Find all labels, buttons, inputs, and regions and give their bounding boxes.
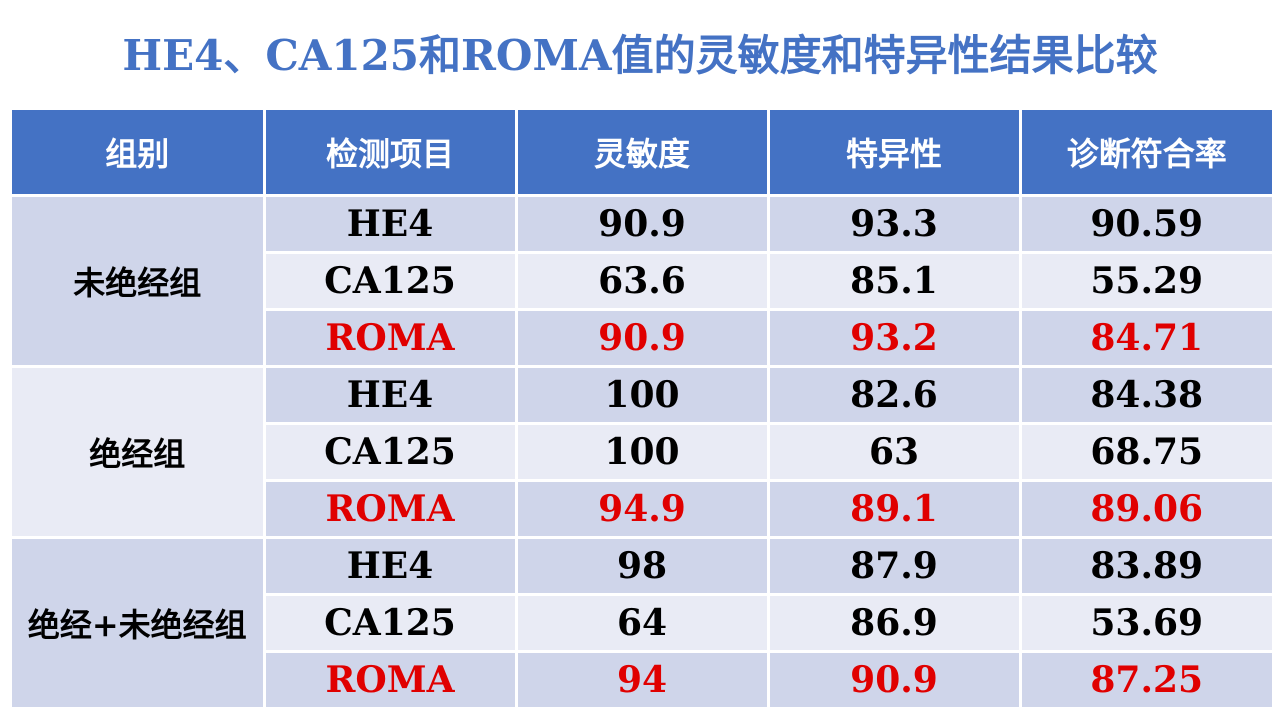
sensitivity-cell: 100 xyxy=(514,422,770,482)
group-cell: 未绝经组 xyxy=(12,194,266,368)
item-cell: ROMA xyxy=(264,479,518,539)
accuracy-cell: 87.25 xyxy=(1018,650,1272,710)
specificity-cell: 90.9 xyxy=(766,650,1022,710)
item-cell: HE4 xyxy=(262,194,518,254)
accuracy-cell: 84.71 xyxy=(1018,308,1272,368)
table-row: CA125 63.6 85.1 55.29 xyxy=(12,251,1272,311)
specificity-cell: 82.6 xyxy=(766,365,1022,425)
accuracy-cell: 89.06 xyxy=(1018,479,1272,539)
specificity-cell: 86.9 xyxy=(766,593,1022,653)
specificity-cell: 85.1 xyxy=(766,251,1022,311)
specificity-cell: 93.2 xyxy=(766,308,1022,368)
table-row: CA125 64 86.9 53.69 xyxy=(12,593,1272,653)
sensitivity-cell: 98 xyxy=(514,536,770,596)
group-cell: 绝经+未绝经组 xyxy=(12,536,266,710)
item-cell: CA125 xyxy=(264,593,518,653)
sensitivity-cell: 100 xyxy=(514,365,770,425)
table-row: CA125 100 63 68.75 xyxy=(12,422,1272,482)
sensitivity-cell: 90.9 xyxy=(514,194,770,254)
item-cell: HE4 xyxy=(262,365,518,425)
item-cell: ROMA xyxy=(264,308,518,368)
header-accuracy: 诊断符合率 xyxy=(1018,110,1272,197)
sensitivity-cell: 94 xyxy=(514,650,770,710)
group-cell: 绝经组 xyxy=(12,365,266,539)
sensitivity-cell: 90.9 xyxy=(514,308,770,368)
table-row: 未绝经组 HE4 90.9 93.3 90.59 xyxy=(12,194,1272,368)
table-row: 绝经组 HE4 100 82.6 84.38 xyxy=(12,365,1272,539)
header-specificity: 特异性 xyxy=(766,110,1022,197)
specificity-cell: 87.9 xyxy=(766,536,1022,596)
sensitivity-cell: 64 xyxy=(514,593,770,653)
item-cell: CA125 xyxy=(264,422,518,482)
item-cell: CA125 xyxy=(264,251,518,311)
accuracy-cell: 53.69 xyxy=(1018,593,1272,653)
table-row: 绝经+未绝经组 HE4 98 87.9 83.89 xyxy=(12,536,1272,710)
accuracy-cell: 90.59 xyxy=(1018,194,1272,254)
item-cell: ROMA xyxy=(264,650,518,710)
table-row: ROMA 94 90.9 87.25 xyxy=(12,650,1272,710)
accuracy-cell: 55.29 xyxy=(1018,251,1272,311)
sensitivity-cell: 94.9 xyxy=(514,479,770,539)
sensitivity-cell: 63.6 xyxy=(514,251,770,311)
accuracy-cell: 83.89 xyxy=(1018,536,1272,596)
accuracy-cell: 84.38 xyxy=(1018,365,1272,425)
accuracy-cell: 68.75 xyxy=(1018,422,1272,482)
specificity-cell: 89.1 xyxy=(766,479,1022,539)
specificity-cell: 63 xyxy=(766,422,1022,482)
header-sensitivity: 灵敏度 xyxy=(514,110,770,197)
header-group: 组别 xyxy=(12,110,266,197)
slide-title: HE4、CA125和ROMA值的灵敏度和特异性结果比较 xyxy=(122,31,1158,80)
item-cell: HE4 xyxy=(262,536,518,596)
table-header-row: 组别 检测项目 灵敏度 特异性 诊断符合率 xyxy=(12,110,1272,197)
header-item: 检测项目 xyxy=(262,110,518,197)
comparison-table: 组别 检测项目 灵敏度 特异性 诊断符合率 未绝经组 HE4 90.9 93.3 90.… xyxy=(12,110,1272,710)
table-row: ROMA 90.9 93.2 84.71 xyxy=(12,308,1272,368)
specificity-cell: 93.3 xyxy=(766,194,1022,254)
table-row: ROMA 94.9 89.1 89.06 xyxy=(12,479,1272,539)
